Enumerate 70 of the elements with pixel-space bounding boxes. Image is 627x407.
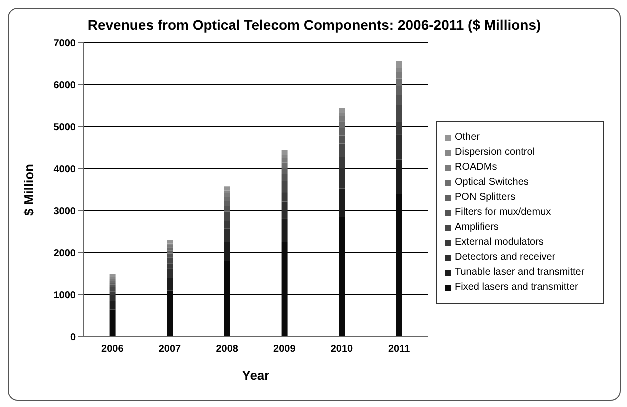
y-tick-label: 2000 [54,248,76,260]
bar [396,72,402,79]
bar [396,160,402,194]
x-axis-title: Year [242,368,270,383]
bar [396,105,402,122]
legend-label: ROADMs [454,162,498,173]
y-tick-label: 3000 [54,206,76,218]
bar [396,78,402,86]
bar [339,188,346,218]
legend-label: Optical Switches [454,177,530,188]
bar [224,212,230,222]
bar [224,186,230,191]
bar [339,108,346,114]
bar [167,248,174,251]
bar [110,284,116,288]
bar [339,144,346,158]
legend-label: Amplifiers [454,222,500,233]
legend-label: External modulators [454,237,545,248]
legend-label: Tunable laser and transmitter [454,267,586,278]
y-tick-label: 5000 [54,122,76,134]
bar [167,250,174,254]
bar [396,68,402,72]
y-tick-label: 0 [70,332,76,344]
x-tick-label: 2007 [158,344,182,356]
legend-label: Filters for mux/demux [454,207,552,218]
bar [339,122,346,128]
bar [282,158,288,163]
y-axis-title: $ Million [22,164,37,216]
bar [167,254,174,258]
bar [282,218,288,242]
x-tick-label: 2009 [274,344,296,356]
x-tick-label: 2010 [330,344,354,356]
bar [224,193,230,198]
legend-label: Dispersion control [454,147,536,158]
x-tick-label: 2006 [102,344,124,356]
bar [224,201,230,206]
bar [224,197,230,202]
bar [167,258,174,264]
legend-label: Fixed lasers and transmitter [454,282,580,293]
bar [110,274,116,278]
x-tick-label: 2008 [216,344,239,356]
bar [110,295,116,302]
bar [224,242,230,262]
bar [110,287,116,292]
bar [396,86,402,96]
bar [110,301,116,310]
bar [396,96,402,106]
legend-label: PON Splitters [454,192,517,203]
bar [110,310,116,337]
bar [167,240,174,244]
bar [224,206,230,212]
x-tick-label: 2011 [388,344,411,356]
legend-label: Other [454,132,482,143]
y-tick-label: 4000 [54,164,76,176]
bar [282,181,288,193]
bar [339,128,346,136]
bar [282,150,288,156]
bar [396,61,402,68]
chart-title: Revenues from Optical Telecom Components: 2006-2011 ($ Millions) [86,17,542,33]
legend-label: Detectors and receiver [454,252,557,263]
bar [282,168,288,174]
y-tick-label: 1000 [54,290,76,302]
bar [339,136,346,144]
y-tick-label: 7000 [54,38,76,50]
bar [339,116,346,122]
bar [167,245,174,248]
bar [282,162,288,168]
y-tick-label: 6000 [54,80,76,92]
bar [282,174,288,182]
bar [167,278,174,291]
